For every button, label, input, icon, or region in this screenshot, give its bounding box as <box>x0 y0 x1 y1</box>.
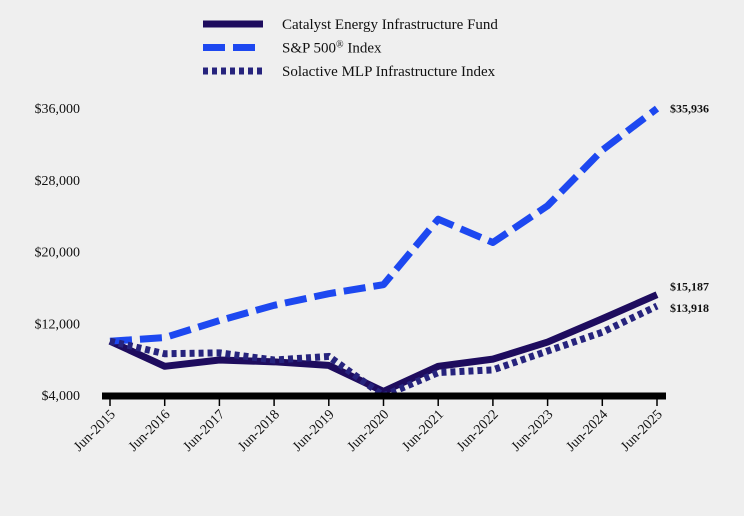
end-value-label-solactive-mlp-infrastructure-index: $13,918 <box>670 301 709 315</box>
y-tick-label: $12,000 <box>35 317 81 332</box>
end-labels: $15,187 $35,936 $13,918 <box>670 102 709 315</box>
x-tick-label: Jun-2016 <box>126 407 173 454</box>
x-tick-label: Jun-2023 <box>509 407 556 454</box>
x-tick-label: Jun-2017 <box>181 407 228 454</box>
x-tick-label: Jun-2022 <box>454 407 501 454</box>
x-tick-label: Jun-2018 <box>235 407 282 454</box>
end-value-label-s-p-500: $35,936 <box>670 102 709 116</box>
x-tick-label: Jun-2021 <box>400 407 447 454</box>
legend-label-solactive-mlp-infrastructure-index: Solactive MLP Infrastructure Index <box>282 64 496 80</box>
series-line-s-p-500 <box>109 105 660 345</box>
x-tick-label: Jun-2015 <box>71 407 118 454</box>
end-value-label-catalyst-energy-infrastructure-fund: $15,187 <box>670 280 709 294</box>
x-tick-label: Jun-2025 <box>618 407 665 454</box>
legend-label-s-p-500: S&P 500® Index <box>282 39 382 57</box>
legend-label-catalyst-energy-infrastructure-fund: Catalyst Energy Infrastructure Fund <box>282 17 498 33</box>
y-tick-label: $20,000 <box>35 246 81 261</box>
series-line-solactive-mlp-infrastructure-index <box>109 302 659 400</box>
x-axis-ticks: Jun-2015 Jun-2016 Jun-2017 Jun-2018 Jun-2019… <box>71 399 666 455</box>
y-axis-ticks: $4,000 $12,000 $20,000 $28,000 $36,000 <box>35 102 81 404</box>
x-tick-label: Jun-2019 <box>290 407 337 454</box>
y-tick-label: $4,000 <box>42 389 81 404</box>
plot-lines <box>108 105 660 400</box>
x-tick-label: Jun-2020 <box>345 407 392 454</box>
series-line-catalyst-energy-infrastructure-fund <box>108 291 659 395</box>
x-tick-label: Jun-2024 <box>564 407 611 454</box>
y-tick-label: $28,000 <box>35 174 81 189</box>
y-tick-label: $36,000 <box>35 102 81 117</box>
legend: Catalyst Energy Infrastructure Fund S&P 5… <box>203 17 498 80</box>
